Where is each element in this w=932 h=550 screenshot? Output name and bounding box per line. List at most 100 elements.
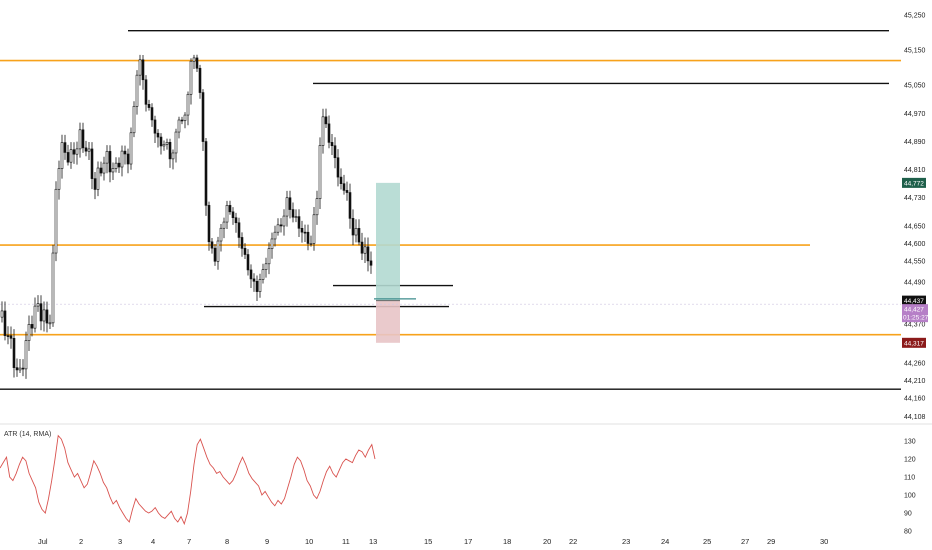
candle-body [228,205,232,213]
price-tick-label: 44,260 [904,360,926,367]
candle-body [39,303,43,322]
candle-body [66,152,70,163]
candle-body [249,269,253,280]
candle-body [6,335,10,337]
atr-tick-label: 100 [904,493,916,500]
candle-body [54,188,58,254]
candle-body [369,260,373,266]
candle-body [108,151,112,173]
candle-body [27,324,31,341]
candle-body [51,252,55,324]
candle-body [210,241,214,249]
candle-body [276,224,280,233]
candle-body [0,310,4,318]
candle-body [33,305,37,329]
candle-body [114,162,118,169]
price-tick-label: 44,108 [904,414,926,421]
price-tick-label: 45,150 [904,48,926,55]
price-tick-label: 44,970 [904,111,926,118]
candle-body [69,149,73,163]
price-tick-label: 44,810 [904,167,926,174]
date-tick-label: 30 [820,537,828,546]
position-target-zone[interactable] [376,182,400,301]
candle-body [9,335,13,339]
candle-body [357,228,361,243]
candle-body [111,168,115,173]
candle-body [129,132,133,165]
candle-body [45,309,49,324]
date-tick-label: 7 [187,537,191,546]
candle-body [237,222,241,238]
candle-body [180,119,184,122]
candle-body [81,129,85,149]
candle-body [135,74,139,107]
candle-body [186,93,190,116]
candle-body [207,205,211,243]
candle-body [120,150,124,168]
candle-body [132,106,136,134]
last-price-badge-bg [902,295,926,306]
candle-body [318,145,322,200]
candle-body [105,151,109,164]
candle-body [240,237,244,249]
date-tick-label: 13 [369,537,377,546]
candle-body [219,227,223,242]
stop-price-badge-bg [902,337,926,348]
countdown-timer-label: 01:25:27 [903,315,929,322]
date-tick-label: 24 [661,537,669,546]
candle-body [117,162,121,168]
date-tick-label: 8 [225,537,229,546]
candle-body [75,148,79,155]
candle-body [225,205,229,223]
candle-body [279,224,283,227]
date-tick-label: 20 [543,537,551,546]
candle-body [351,218,355,236]
candle-body [348,192,352,219]
last-price-badge-label: 44,437 [904,298,924,305]
candle-body [165,141,169,145]
horizontal-levels [0,29,901,390]
candle-body [12,338,16,368]
price-tick-label: 44,600 [904,241,926,248]
candle-body [144,79,148,105]
candle-body [291,209,295,218]
target-price-badge-bg [902,177,926,188]
candle-body [324,116,328,125]
candle-body [243,248,247,255]
candle-body [288,197,292,210]
candle-body [99,167,103,174]
price-tick-label: 44,730 [904,195,926,202]
candle-body [315,198,319,216]
date-tick-label: 10 [305,537,313,546]
candle-body [57,168,61,190]
price-tick-label: 45,250 [904,12,926,19]
date-tick-label: 25 [703,537,711,546]
date-tick-label: 18 [503,537,511,546]
candle-body [162,144,166,147]
candle-body [63,142,67,153]
candle-body [126,153,130,165]
candle-body [264,263,268,270]
candle-body [18,367,22,371]
stop-price-badge-label: 44,317 [904,340,924,347]
price-tick-label: 44,550 [904,258,926,265]
date-tick-label: 11 [342,537,350,546]
candle-body [201,92,205,142]
position-stop-zone[interactable] [376,300,400,343]
candle-body [93,178,97,190]
date-tick-label: 17 [464,537,472,546]
price-tick-label: 44,490 [904,280,926,287]
candle-body [78,129,82,150]
position-tool [0,182,901,343]
candle-body [246,254,250,271]
candle-body [213,247,217,262]
date-tick-label: 3 [118,537,122,546]
candle-body [231,211,235,219]
candle-body [171,152,175,160]
candle-body [222,221,226,229]
date-tick-label: 29 [767,537,775,546]
candle-body [258,279,262,292]
candle-body [192,57,196,62]
candle-body [60,142,64,169]
